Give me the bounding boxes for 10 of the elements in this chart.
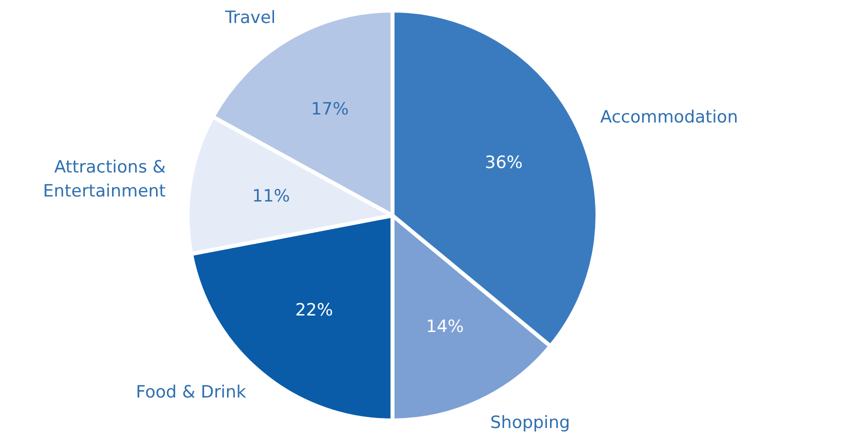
- slice-label: Shopping: [490, 413, 570, 434]
- data-label: 36%: [484, 153, 523, 174]
- data-label: 22%: [295, 300, 333, 320]
- data-label: 17%: [310, 100, 349, 120]
- slice-label: Food & Drink: [136, 382, 246, 402]
- data-label: 14%: [426, 316, 464, 337]
- slice-label: Accommodation: [600, 108, 738, 128]
- slice-label: Attractions & Entertainment: [43, 158, 166, 202]
- slice-label: Travel: [224, 8, 276, 28]
- data-label: 11%: [252, 186, 290, 206]
